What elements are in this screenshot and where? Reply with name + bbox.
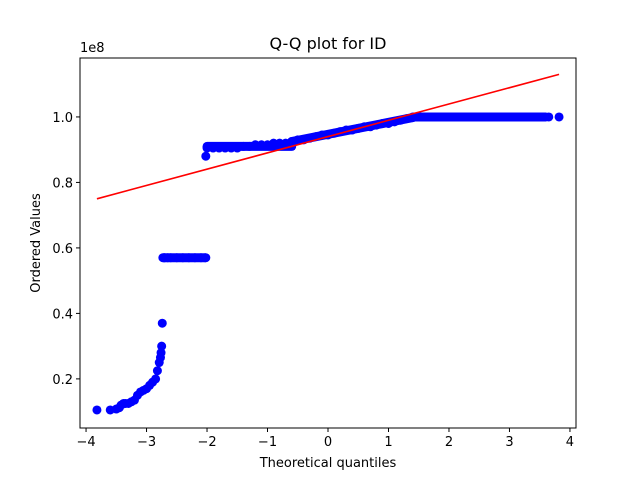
x-tick-label: 2 bbox=[445, 435, 453, 450]
y-offset-label: 1e8 bbox=[80, 41, 105, 56]
x-axis-label: Theoretical quantiles bbox=[259, 456, 397, 471]
qq-data-point bbox=[92, 405, 102, 415]
x-axis: −4 −3 −2 −1 0 1 2 3 4 bbox=[76, 428, 574, 450]
y-axis-label: Ordered Values bbox=[29, 193, 44, 293]
qq-data-point bbox=[157, 341, 167, 351]
series-layer bbox=[92, 73, 564, 415]
y-tick-label: 0.2 bbox=[52, 373, 73, 388]
y-tick-label: 0.4 bbox=[52, 307, 73, 322]
qq-data-point bbox=[201, 151, 211, 161]
x-tick-label: −3 bbox=[137, 435, 156, 450]
y-tick-label: 1.0 bbox=[52, 111, 73, 126]
x-tick-label: −4 bbox=[76, 435, 95, 450]
x-tick-label: 1 bbox=[384, 435, 392, 450]
x-tick-label: 0 bbox=[324, 435, 332, 450]
qq-data-point bbox=[554, 112, 564, 122]
qq-data-point bbox=[152, 366, 162, 376]
reference-fit-line bbox=[96, 73, 560, 200]
y-axis: 0.2 0.4 0.6 0.8 1.0 bbox=[52, 111, 80, 388]
x-tick-label: −2 bbox=[197, 435, 216, 450]
x-tick-label: −1 bbox=[258, 435, 277, 450]
y-tick-label: 0.8 bbox=[52, 176, 73, 191]
chart-title: Q-Q plot for ID bbox=[270, 34, 387, 53]
qq-data-point bbox=[156, 348, 166, 358]
y-tick-label: 0.6 bbox=[52, 242, 73, 257]
x-tick-label: 4 bbox=[566, 435, 574, 450]
qq-data-point bbox=[157, 318, 167, 328]
qq-data-point bbox=[151, 374, 161, 384]
x-tick-label: 3 bbox=[505, 435, 513, 450]
